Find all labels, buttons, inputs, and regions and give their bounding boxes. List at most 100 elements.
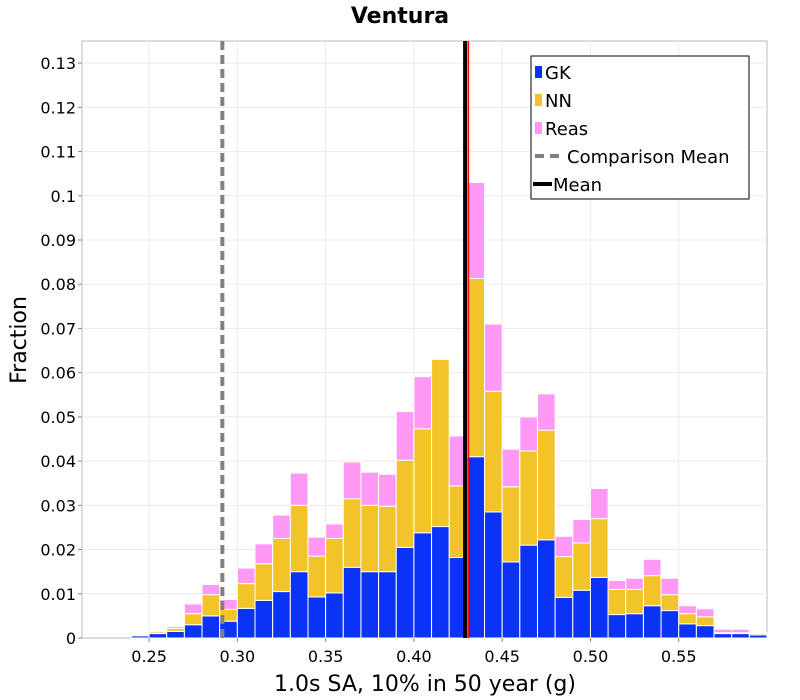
legend-label: NN: [545, 91, 572, 112]
bar-segment-gk: [501, 561, 521, 639]
mean-lines: [220, 41, 470, 638]
bar-segment-nn: [342, 498, 362, 568]
reas-legend-swatch: [535, 122, 542, 134]
bar-segment-reas: [360, 471, 380, 506]
bar-segment-nn: [201, 594, 221, 617]
bar-segment-nn: [660, 594, 680, 612]
bar-segment-reas: [325, 523, 344, 540]
bar-segment-nn: [695, 616, 715, 627]
gk-legend-swatch: [535, 66, 542, 78]
x-tick-label: 0.45: [484, 647, 520, 666]
y-tick-label: 0.06: [40, 364, 76, 383]
bar-segment-gk: [254, 599, 274, 639]
bar-segment-gk: [660, 610, 680, 639]
bar-segment-gk: [272, 591, 291, 639]
bar-segment-nn: [289, 504, 309, 573]
x-tick-labels: 0.25 0.30 0.35 0.40 0.45 0.50 0.55: [131, 638, 697, 666]
bar-segment-reas: [413, 376, 433, 430]
y-tick-label: 0.11: [40, 143, 76, 162]
legend-label: GK: [545, 63, 572, 84]
legend-box: [530, 55, 750, 200]
bar-segment-gk: [554, 596, 574, 639]
histogram-bars: [130, 182, 768, 639]
bar-segment-gk: [307, 596, 327, 639]
bar-segment-nn: [678, 613, 697, 625]
bar-segment-nn: [466, 277, 486, 458]
bar-segment-gk: [236, 607, 256, 639]
bar-segment-reas: [395, 411, 415, 461]
bar-segment-reas: [695, 608, 715, 618]
bar-segment-gk: [342, 566, 362, 639]
bar-segment-reas: [272, 514, 291, 539]
y-tick-label: 0.07: [40, 319, 76, 338]
bar-segment-reas: [466, 182, 486, 279]
y-tick-label: 0.04: [40, 452, 76, 471]
bar-segment-gk: [395, 546, 415, 639]
chart-title: Ventura: [351, 4, 449, 29]
bar-segment-gk: [607, 614, 627, 639]
bar-segment-reas: [536, 393, 556, 431]
nn-legend-swatch: [535, 94, 542, 106]
bar-segment-reas: [625, 577, 644, 590]
bar-segment-nn: [572, 542, 591, 591]
bar-segment-nn: [554, 556, 574, 598]
bar-segment-gk: [625, 613, 644, 639]
bar-segment-gk: [325, 592, 344, 639]
bar-segment-gk: [413, 532, 433, 639]
bar-segment-reas: [289, 472, 309, 506]
bar-segment-gk: [166, 630, 185, 639]
x-tick-label: 0.25: [131, 647, 167, 666]
bar-segment-gk: [466, 456, 486, 639]
bar-segment-gk: [378, 571, 397, 639]
bar-segment-reas: [554, 535, 574, 558]
x-tick-label: 0.30: [220, 647, 256, 666]
bar-segment-nn: [642, 575, 662, 607]
bar-segment-nn: [254, 563, 274, 601]
bar-segment-nn: [325, 538, 344, 594]
y-tick-label: 0.05: [40, 408, 76, 427]
bar-segment-nn: [236, 583, 256, 609]
bar-segment-nn: [378, 505, 397, 573]
bar-segment-reas: [660, 577, 680, 596]
bar-segment-gk: [572, 589, 591, 639]
bar-segment-gk: [201, 615, 221, 639]
y-tick-label: 0.08: [40, 275, 76, 294]
y-tick-label: 0.12: [40, 98, 76, 117]
bar-segment-reas: [484, 323, 503, 392]
bar-segment-reas: [748, 632, 768, 635]
y-tick-labels: 0 0.01 0.02 0.03 0.04 0.05 0.06 0.07 0.08 0.09 0.1…: [40, 54, 82, 648]
bar-segment-nn: [589, 518, 609, 578]
x-tick-label: 0.35: [308, 647, 344, 666]
bar-segment-gk: [695, 625, 715, 639]
bar-segment-nn: [307, 555, 327, 598]
bar-segment-reas: [642, 558, 662, 577]
legend-label: Comparison Mean: [567, 147, 730, 168]
bar-segment-nn: [536, 429, 556, 541]
bar-segment-reas: [713, 628, 733, 634]
bar-segment-gk: [678, 623, 697, 639]
bar-segment-reas: [678, 605, 697, 615]
bar-segment-gk: [536, 539, 556, 639]
bar-segment-reas: [342, 461, 362, 500]
bar-segment-reas: [254, 543, 274, 565]
bar-segment-nn: [413, 428, 433, 534]
x-axis-label: 1.0s SA, 10% in 50 year (g): [274, 672, 576, 697]
bar-segment-gk: [519, 544, 538, 639]
y-tick-label: 0.03: [40, 496, 76, 515]
bar-segment-reas: [148, 630, 168, 633]
bar-segment-nn: [431, 358, 450, 528]
bar-segment-gk: [731, 633, 750, 639]
y-axis-label: Fraction: [7, 296, 32, 384]
bar-segment-nn: [360, 504, 380, 573]
bar-segment-gk: [431, 526, 450, 639]
bar-segment-reas: [572, 518, 591, 544]
legend-label: Mean: [553, 175, 602, 196]
legend-label: Reas: [545, 119, 588, 140]
y-tick-label: 0.02: [40, 541, 76, 560]
bar-segment-gk: [360, 571, 380, 639]
bar-segment-gk: [713, 633, 733, 639]
bar-segment-reas: [307, 536, 327, 557]
bar-segment-gk: [148, 633, 168, 639]
bar-segment-reas: [501, 448, 521, 488]
